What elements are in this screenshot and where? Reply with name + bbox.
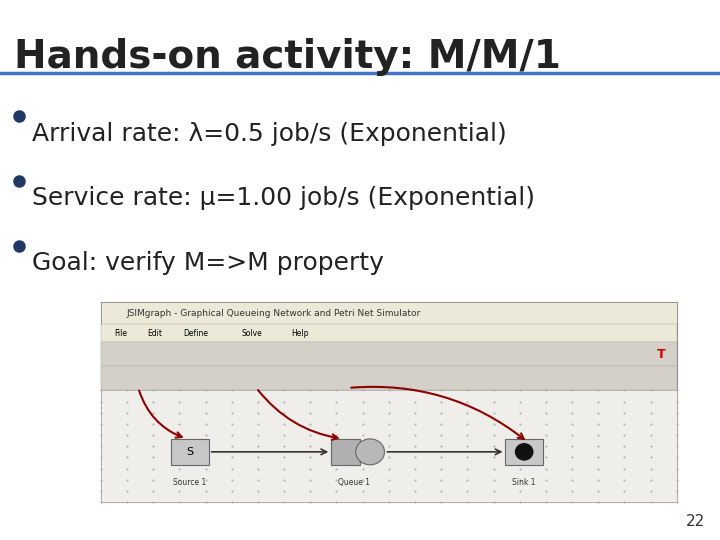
FancyBboxPatch shape — [101, 302, 677, 325]
Text: Hands-on activity: M/M/1: Hands-on activity: M/M/1 — [14, 38, 562, 76]
FancyBboxPatch shape — [101, 302, 677, 502]
Text: Solve: Solve — [241, 329, 262, 338]
Ellipse shape — [516, 444, 533, 460]
Text: JSIMgraph - Graphical Queueing Network and Petri Net Simulator: JSIMgraph - Graphical Queueing Network a… — [126, 309, 420, 318]
Text: Service rate: μ=1.00 job/s (Exponential): Service rate: μ=1.00 job/s (Exponential) — [32, 186, 536, 210]
Text: Define: Define — [184, 329, 209, 338]
FancyBboxPatch shape — [101, 390, 677, 502]
FancyBboxPatch shape — [101, 342, 677, 366]
Text: Sink 1: Sink 1 — [513, 478, 536, 487]
Ellipse shape — [356, 439, 384, 465]
Text: S: S — [186, 447, 194, 457]
Text: Goal: verify M=>M property: Goal: verify M=>M property — [32, 251, 384, 275]
FancyBboxPatch shape — [101, 325, 677, 342]
Text: Source 1: Source 1 — [174, 478, 207, 487]
Text: Arrival rate: λ=0.5 job/s (Exponential): Arrival rate: λ=0.5 job/s (Exponential) — [32, 122, 507, 145]
Text: File: File — [114, 329, 127, 338]
Text: Help: Help — [292, 329, 309, 338]
Text: Edit: Edit — [148, 329, 163, 338]
FancyBboxPatch shape — [331, 439, 360, 465]
FancyBboxPatch shape — [171, 439, 209, 465]
Text: T: T — [657, 348, 665, 361]
Text: Queue 1: Queue 1 — [338, 478, 369, 487]
Text: 22: 22 — [686, 514, 706, 529]
FancyBboxPatch shape — [101, 366, 677, 390]
FancyBboxPatch shape — [505, 439, 543, 465]
